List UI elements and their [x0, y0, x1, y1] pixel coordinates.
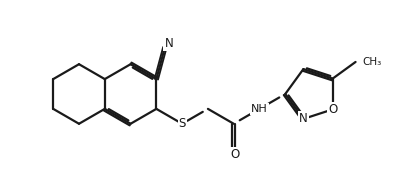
Text: N: N [164, 37, 173, 50]
Text: NH: NH [251, 104, 268, 114]
Text: O: O [328, 103, 337, 116]
Text: N: N [299, 112, 308, 125]
Text: CH₃: CH₃ [363, 57, 382, 67]
Text: O: O [230, 148, 239, 161]
Text: S: S [178, 117, 186, 130]
